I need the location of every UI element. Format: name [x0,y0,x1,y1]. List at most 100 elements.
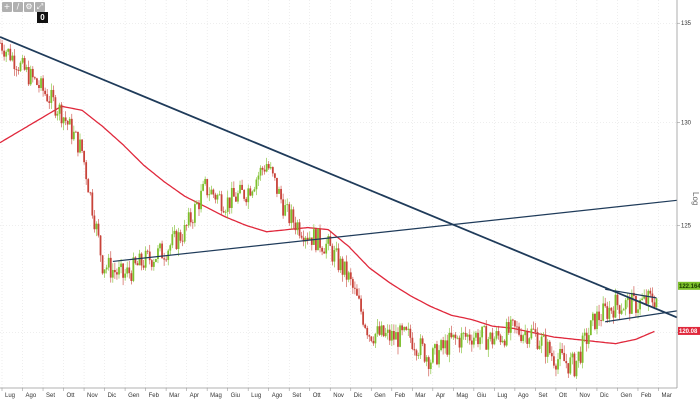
candle-body [653,302,656,308]
candle-body [148,251,151,261]
candle-body [444,340,447,349]
candle-body [261,167,264,170]
candle-body [641,298,644,300]
candle-body [462,332,465,334]
candle-body [202,183,204,191]
candle-body [302,237,305,242]
candle-body [335,248,338,251]
candle-body [99,235,102,256]
candle-body [62,117,65,124]
candle-body [620,310,623,314]
candle-body [220,194,223,211]
pencil-tool[interactable]: / [13,2,23,12]
candle-body [13,55,16,70]
ma-value-label: 120.08 [679,329,698,335]
candle-body [196,202,198,205]
settings-tool[interactable]: ⚙ [24,2,34,12]
candle-body [452,334,455,338]
candle-body [329,236,332,246]
candle-body [312,229,315,245]
candle-body [460,333,463,348]
x-tick-label: Mar [661,393,671,399]
candle-body [255,179,258,190]
candle-body [546,341,549,357]
candle-body [185,225,188,226]
candle-body [9,48,12,61]
study-count-badge[interactable]: 0 [37,12,48,23]
expand-tool[interactable]: ⤢ [35,2,45,12]
candle-body [450,332,453,338]
x-tick-label: Set [46,393,55,399]
candle-body [542,335,545,337]
candle-body [232,187,235,197]
candle-body [191,222,194,224]
candle-body [440,340,442,351]
candle-body [591,313,594,321]
candle-body [651,293,654,303]
candle-body [497,331,500,336]
ma-value-tag [678,326,700,335]
x-tick-label: Ago [518,393,529,399]
rising-support-line [112,199,678,263]
candle-body [581,335,584,363]
candle-body [91,192,94,216]
crosshair-tool[interactable]: + [2,2,12,12]
candle-body [75,131,77,133]
candle-body [142,265,145,268]
candle-body [415,350,418,356]
candle-body [134,257,137,264]
candle-body [585,332,588,344]
long-downtrend-line [0,36,678,319]
candle-body [29,68,32,85]
candle-body [321,247,323,252]
channel-lower-line [605,310,678,323]
candle-body [259,167,262,176]
candle-body [152,261,155,267]
candle-body [161,243,163,259]
candle-body [183,225,186,242]
candle-body [583,332,586,336]
candle-body [214,194,217,200]
candle-body [251,191,254,196]
candle-body [243,189,246,199]
candle-body [46,94,49,102]
candle-body [93,215,96,230]
candle-body [3,50,6,57]
candle-body [626,297,629,301]
candle-body [198,202,200,210]
candle-body [425,357,428,362]
candle-body [579,351,582,363]
candle-body [442,340,445,349]
candle-body [649,290,652,294]
candle-body [136,263,139,266]
candle-body [596,311,598,330]
candle-body [423,343,426,362]
y-axis-label: Log [691,192,700,205]
candle-body [622,309,625,311]
candle-body [464,332,467,337]
candle-body [116,272,118,275]
candle-body [120,263,122,268]
candle-body [604,303,607,307]
candle-body [253,189,256,192]
candle-body [645,295,648,304]
candle-body [60,104,63,124]
candle-body [577,351,580,361]
candle-body [15,69,18,70]
expand-icon: ⤢ [36,2,44,11]
candle-body [386,329,389,333]
candle-body [571,353,574,358]
x-tick-label: Ott [559,393,567,399]
candle-body [187,212,190,226]
candle-body [503,340,506,346]
channel-upper-line [605,288,657,299]
candle-body [630,292,633,314]
moving-average-series [0,105,655,345]
candle-body [434,344,436,349]
candle-body [522,335,525,341]
candle-body [173,230,176,235]
candle-body [561,348,564,353]
candle-body [107,257,110,268]
candle-body [87,179,90,193]
